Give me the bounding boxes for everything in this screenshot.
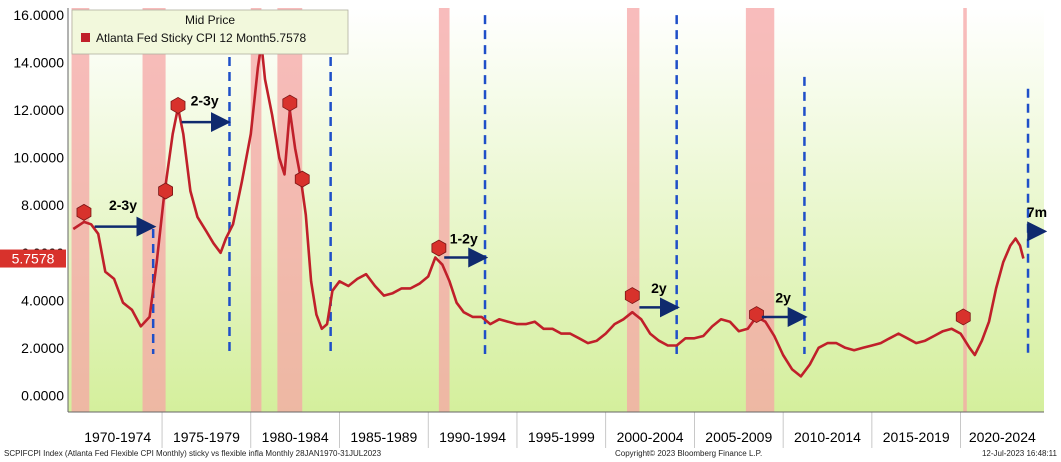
footer: SCPIFCPI Index (Atlanta Fed Flexible CPI… (4, 449, 1058, 458)
peak-marker (294, 170, 310, 188)
peak-marker (76, 203, 92, 221)
last-value-label: 5.7578 (12, 251, 55, 267)
duration-label: 2y (651, 280, 667, 296)
recession-band (745, 8, 775, 412)
legend-box (71, 9, 349, 55)
legend-series-name: Atlanta Fed Sticky CPI 12 Month (96, 31, 269, 45)
y-tick-label: 2.0000 (21, 340, 64, 356)
x-axis: 1970-1974 1975-1979 1980-1984 1985-1989 1990… (84, 429, 1036, 445)
x-tick-label: 2005-2009 (705, 429, 772, 445)
recession-band (277, 8, 303, 412)
recession-band (142, 8, 166, 412)
y-tick-label: 16.0000 (13, 7, 64, 23)
peak-marker (749, 306, 764, 324)
y-tick-label: 0.0000 (21, 387, 64, 403)
recession-band (250, 8, 262, 412)
duration-label: 2y (775, 290, 791, 306)
y-axis: 0.00002.00004.00006.00008.000010.000012.… (13, 7, 64, 403)
y-tick-label: 12.0000 (13, 102, 64, 118)
peak-marker (624, 287, 640, 305)
x-tick-label: 1975-1979 (173, 429, 240, 445)
last-value-tag: 5.7578 (0, 249, 66, 268)
y-tick-label: 8.0000 (21, 197, 64, 213)
peak-marker (158, 182, 173, 200)
y-tick-label: 14.0000 (13, 55, 64, 71)
x-tick-label: 1970-1974 (84, 429, 151, 445)
peak-marker (955, 308, 971, 326)
series-line (72, 42, 1025, 378)
x-tick-label: 1990-1994 (439, 429, 506, 445)
legend-series-label: Atlanta Fed Sticky CPI 12 Month5.7578 (96, 31, 306, 45)
legend-swatch (81, 33, 90, 42)
recession-band (963, 8, 967, 412)
peak-marker (282, 94, 298, 112)
legend: Mid Price Atlanta Fed Sticky CPI 12 Mont… (71, 9, 349, 55)
x-tick-label: 1980-1984 (262, 429, 329, 445)
duration-label: 1-2y (450, 230, 478, 246)
plot-background (68, 8, 1044, 412)
peak-marker (170, 96, 186, 114)
y-tick-label: 10.0000 (13, 150, 64, 166)
peak-markers (76, 18, 971, 326)
duration-label: 2-3y (191, 92, 219, 108)
footer-left: SCPIFCPI Index (Atlanta Fed Flexible CPI… (4, 449, 382, 458)
last-value-bg (0, 249, 66, 268)
y-tick-label: 4.0000 (21, 292, 64, 308)
recession-band (626, 8, 640, 412)
recession-shading (71, 8, 967, 412)
duration-label: 2-3y (109, 197, 137, 213)
x-tick-label: 1985-1989 (350, 429, 417, 445)
legend-title: Mid Price (185, 13, 235, 27)
footer-right: 12-Jul-2023 16:48:11 (982, 449, 1058, 458)
x-tick-label: 1995-1999 (528, 429, 595, 445)
x-tick-label: 2020-2024 (969, 429, 1036, 445)
footer-center: Copyright© 2023 Bloomberg Finance L.P. (615, 449, 762, 458)
x-tick-label: 2000-2004 (617, 429, 684, 445)
legend-last-value: 5.7578 (269, 31, 306, 45)
x-tick-label: 2010-2014 (794, 429, 861, 445)
recession-band (438, 8, 450, 412)
peak-marker (431, 239, 447, 257)
x-tick-label: 2015-2019 (883, 429, 950, 445)
x-grid (161, 412, 961, 448)
duration-label: 7m (1027, 204, 1047, 220)
